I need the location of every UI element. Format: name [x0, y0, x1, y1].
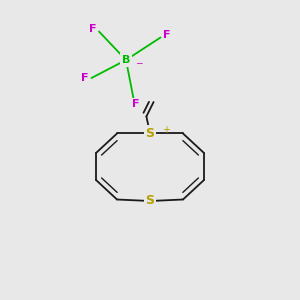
- Text: F: F: [89, 23, 96, 34]
- Text: −: −: [135, 58, 142, 67]
- Text: F: F: [132, 99, 140, 109]
- Text: S: S: [146, 194, 154, 208]
- Text: F: F: [80, 73, 88, 83]
- Text: +: +: [162, 125, 170, 136]
- Text: B: B: [122, 55, 130, 65]
- Text: S: S: [146, 127, 154, 140]
- Text: F: F: [164, 29, 171, 40]
